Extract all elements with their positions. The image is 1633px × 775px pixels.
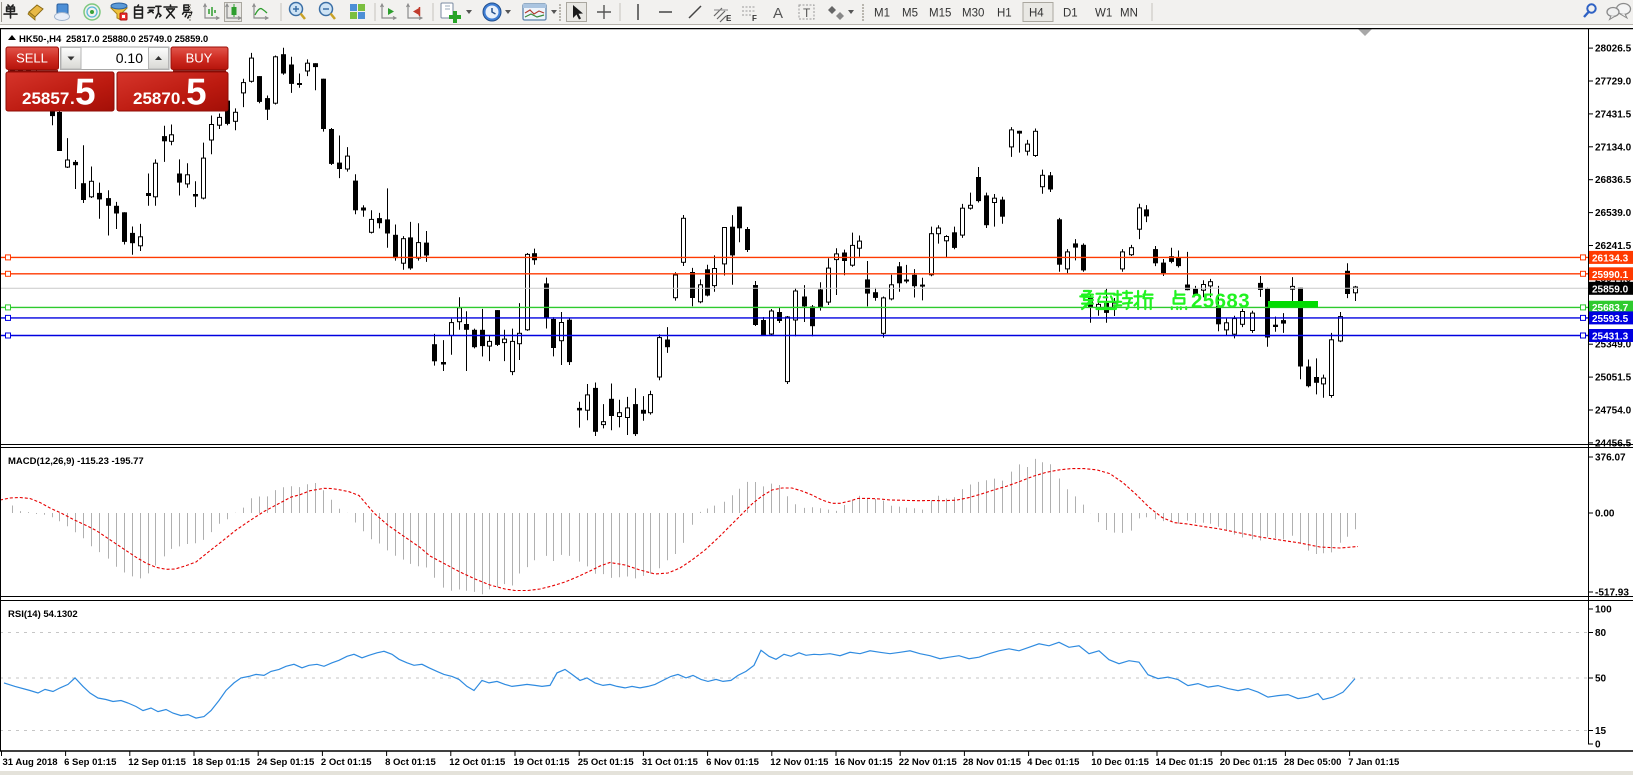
svg-text:F: F — [752, 14, 757, 23]
svg-text:20 Dec 01:15: 20 Dec 01:15 — [1220, 757, 1278, 768]
svg-text:25 Oct 01:15: 25 Oct 01:15 — [578, 757, 635, 768]
svg-text:2 Oct 01:15: 2 Oct 01:15 — [321, 757, 372, 768]
svg-text:M5: M5 — [902, 8, 918, 20]
svg-text:14 Dec 01:15: 14 Dec 01:15 — [1156, 757, 1214, 768]
svg-text:RSI(14) 54.1302: RSI(14) 54.1302 — [8, 609, 78, 620]
svg-text:BUY: BUY — [186, 51, 213, 66]
svg-text:MACD(12,26,9) -115.23 -195.77: MACD(12,26,9) -115.23 -195.77 — [8, 456, 144, 467]
svg-text:H1: H1 — [997, 8, 1012, 20]
svg-text:M1: M1 — [874, 8, 890, 20]
svg-text:25857: 25857 — [22, 89, 69, 108]
svg-text:12 Sep 01:15: 12 Sep 01:15 — [128, 757, 186, 768]
svg-text:SELL: SELL — [16, 51, 48, 66]
svg-text:27431.5: 27431.5 — [1595, 109, 1632, 120]
svg-text:M15: M15 — [929, 8, 951, 20]
svg-text:0: 0 — [1595, 740, 1601, 751]
svg-text:12 Oct 01:15: 12 Oct 01:15 — [449, 757, 506, 768]
svg-text:25859.0: 25859.0 — [1592, 284, 1629, 295]
svg-text:6 Nov 01:15: 6 Nov 01:15 — [706, 757, 760, 768]
svg-text:376.07: 376.07 — [1595, 453, 1626, 464]
svg-text:.: . — [181, 89, 186, 108]
svg-text:7 Jan 01:15: 7 Jan 01:15 — [1348, 757, 1400, 768]
svg-text:6 Sep 01:15: 6 Sep 01:15 — [64, 757, 117, 768]
svg-text:24456.5: 24456.5 — [1595, 438, 1632, 449]
svg-text:28 Dec 05:00: 28 Dec 05:00 — [1284, 757, 1342, 768]
svg-text:0.00: 0.00 — [1595, 509, 1615, 520]
svg-text:31 Oct 01:15: 31 Oct 01:15 — [642, 757, 699, 768]
svg-text:12 Nov 01:15: 12 Nov 01:15 — [770, 757, 829, 768]
svg-text:22 Nov 01:15: 22 Nov 01:15 — [899, 757, 958, 768]
svg-text:4 Dec 01:15: 4 Dec 01:15 — [1027, 757, 1080, 768]
svg-text:16 Nov 01:15: 16 Nov 01:15 — [835, 757, 894, 768]
svg-text:A: A — [773, 5, 783, 22]
svg-text:31 Aug 2018: 31 Aug 2018 — [3, 757, 58, 768]
svg-text:24754.0: 24754.0 — [1595, 406, 1632, 417]
svg-text:H4: H4 — [1029, 8, 1044, 20]
svg-text:5: 5 — [186, 72, 207, 113]
svg-text:27729.0: 27729.0 — [1595, 77, 1632, 88]
svg-text:18 Sep 01:15: 18 Sep 01:15 — [193, 757, 251, 768]
svg-text:25051.5: 25051.5 — [1595, 373, 1632, 384]
svg-text:50: 50 — [1595, 674, 1607, 685]
svg-text:25870: 25870 — [133, 89, 180, 108]
svg-text:26134.3: 26134.3 — [1592, 253, 1629, 264]
svg-text:25683.7: 25683.7 — [1592, 303, 1629, 314]
svg-text:100: 100 — [1595, 605, 1612, 616]
svg-text:5: 5 — [75, 72, 96, 113]
svg-text:24 Sep 01:15: 24 Sep 01:15 — [257, 757, 315, 768]
svg-text:25817.0 25880.0 25749.0 25859.: 25817.0 25880.0 25749.0 25859.0 — [66, 34, 208, 44]
svg-text:28 Nov 01:15: 28 Nov 01:15 — [963, 757, 1022, 768]
svg-text:W1: W1 — [1095, 8, 1112, 20]
svg-text:15: 15 — [1595, 726, 1607, 737]
svg-text:80: 80 — [1595, 628, 1607, 639]
svg-text:26241.5: 26241.5 — [1595, 241, 1632, 252]
svg-text:T: T — [803, 6, 811, 20]
svg-text:D1: D1 — [1063, 8, 1078, 20]
svg-text:MN: MN — [1120, 8, 1138, 20]
svg-text:26539.0: 26539.0 — [1595, 208, 1632, 219]
svg-text:25990.1: 25990.1 — [1592, 270, 1629, 281]
svg-text:25349.0: 25349.0 — [1595, 340, 1632, 351]
svg-text:26836.5: 26836.5 — [1595, 175, 1632, 186]
svg-text:25683: 25683 — [1191, 290, 1250, 313]
svg-text:10 Dec 01:15: 10 Dec 01:15 — [1091, 757, 1149, 768]
svg-text:8 Oct 01:15: 8 Oct 01:15 — [385, 757, 436, 768]
svg-text:HK50-,H4: HK50-,H4 — [19, 34, 62, 45]
svg-text:0.10: 0.10 — [116, 50, 143, 66]
svg-text:M30: M30 — [962, 8, 984, 20]
svg-text:19 Oct 01:15: 19 Oct 01:15 — [514, 757, 571, 768]
svg-text:25431.3: 25431.3 — [1592, 332, 1629, 343]
svg-text:E: E — [726, 14, 732, 23]
svg-text:.: . — [70, 89, 75, 108]
svg-text:-517.93: -517.93 — [1595, 588, 1629, 599]
svg-text:28026.5: 28026.5 — [1595, 44, 1632, 55]
svg-text:25593.5: 25593.5 — [1592, 314, 1629, 325]
svg-text:27134.0: 27134.0 — [1595, 142, 1632, 153]
